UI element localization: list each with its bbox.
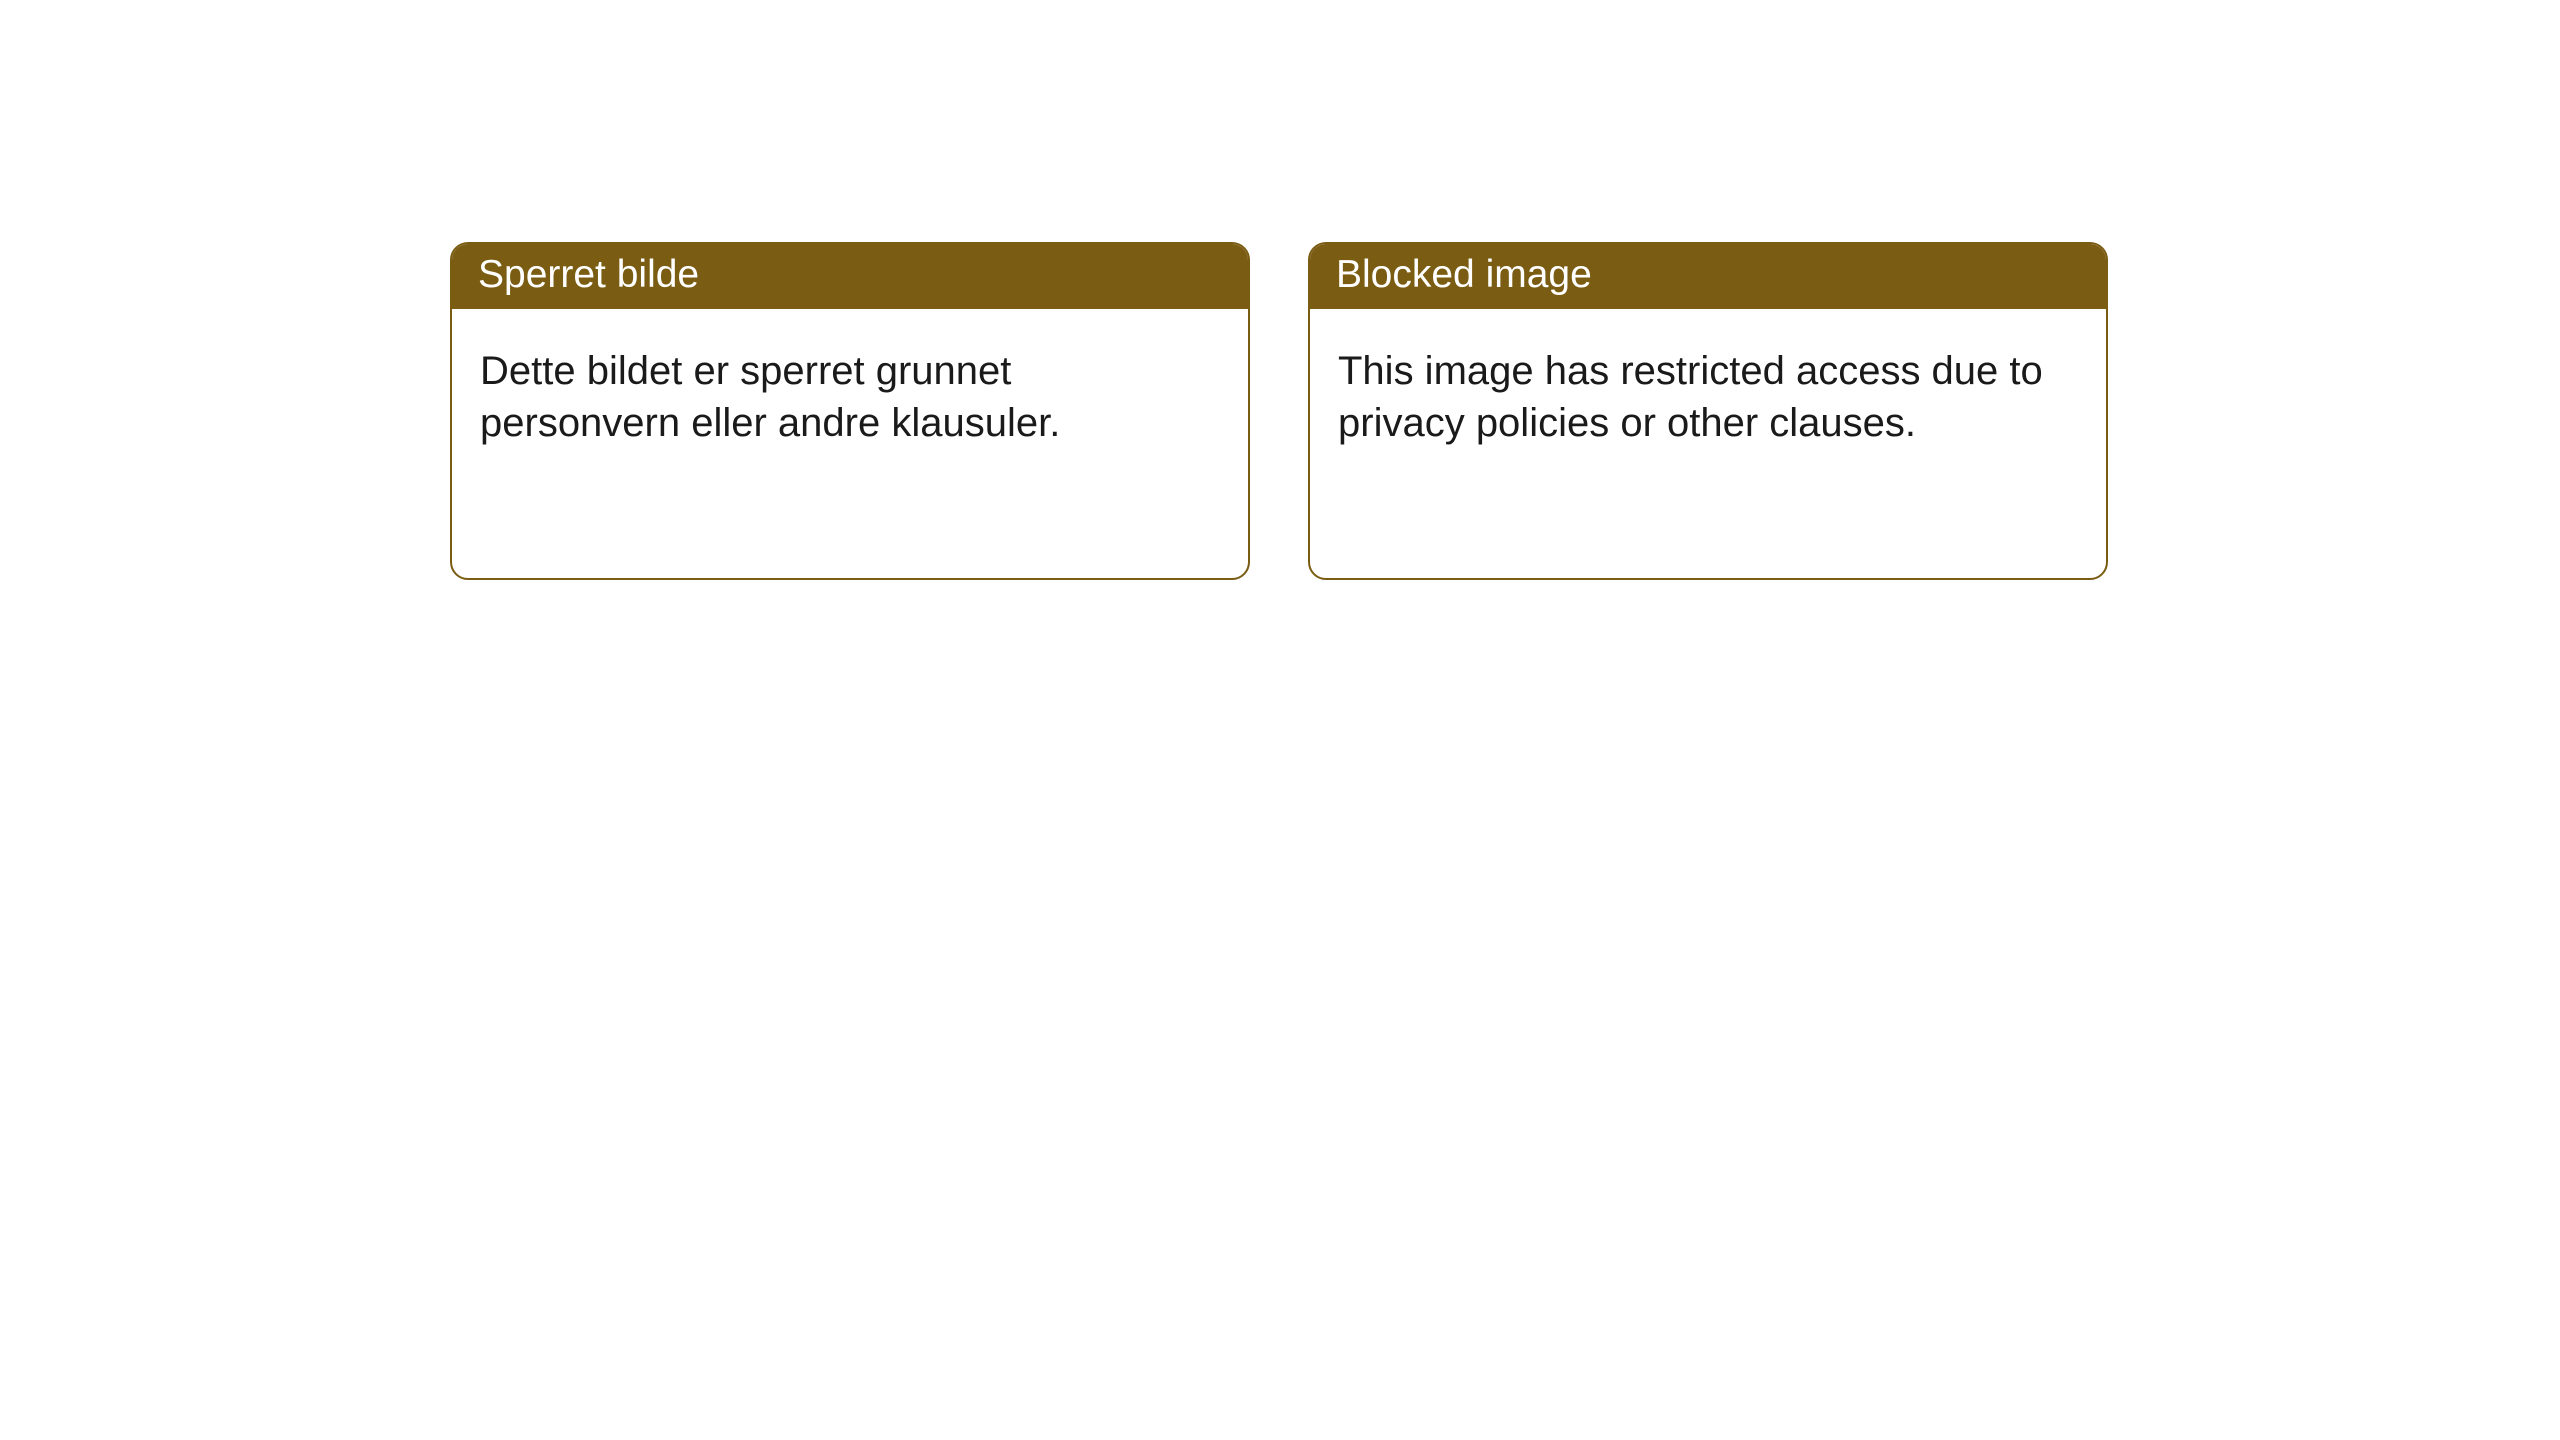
notice-card-english: Blocked image This image has restricted … <box>1308 242 2108 580</box>
notice-header-english: Blocked image <box>1310 244 2106 309</box>
notice-header-norwegian: Sperret bilde <box>452 244 1248 309</box>
notice-card-norwegian: Sperret bilde Dette bildet er sperret gr… <box>450 242 1250 580</box>
notice-body-norwegian: Dette bildet er sperret grunnet personve… <box>452 309 1248 477</box>
notice-body-english: This image has restricted access due to … <box>1310 309 2106 477</box>
notice-container: Sperret bilde Dette bildet er sperret gr… <box>0 0 2560 580</box>
